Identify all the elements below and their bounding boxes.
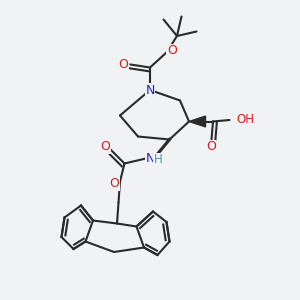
Text: N: N (146, 152, 155, 165)
Text: O: O (109, 177, 119, 190)
Text: N: N (145, 83, 155, 97)
Text: O: O (167, 44, 177, 58)
Polygon shape (189, 116, 206, 127)
Text: O: O (118, 58, 128, 71)
Text: O: O (206, 140, 216, 154)
Text: O: O (100, 140, 110, 154)
Text: OH: OH (236, 113, 254, 126)
Text: H: H (154, 153, 163, 167)
